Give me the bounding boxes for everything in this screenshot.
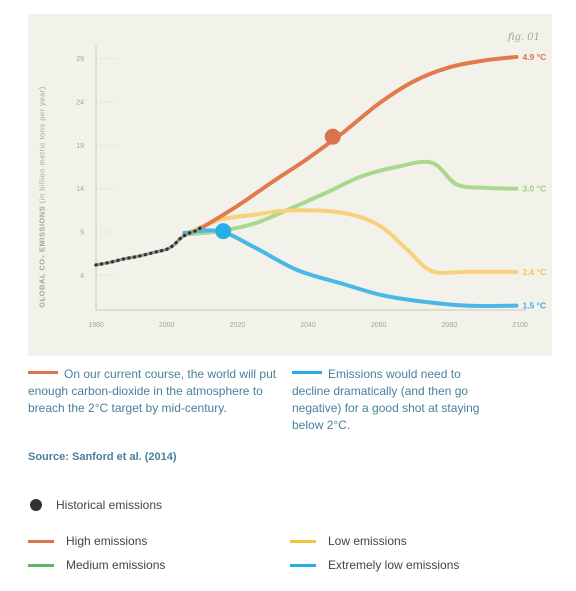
y-tick-label: 29 [76,56,84,63]
y-tick-label: 4 [80,273,84,280]
legend-extremely-low-label: Extremely low emissions [328,558,460,572]
note-extremely-low-swatch [292,371,322,375]
high-series-line [200,54,519,230]
high-emissions-note-text: On our current course, the world will pu… [28,367,277,415]
medium-swatch [28,563,54,567]
emissions-chart: 4 9 14 19 24 29 1980 2000 2020 2040 2060 2080 2100 3.… [76,46,546,329]
legend-historical: Historical emissions [28,498,162,512]
y-tick-label: 14 [76,186,84,193]
x-tick-label: 1980 [88,322,104,329]
high-emissions-note: On our current course, the world will pu… [28,366,290,417]
chart-panel: 4 9 14 19 24 29 1980 2000 2020 2040 2060 2080 2100 3.… [28,14,552,356]
y-axis-label-bold: GLOBAL CO₂ EMISSIONS [37,205,47,308]
legend-extremely-low: Extremely low emissions [290,558,459,572]
y-tick-label: 24 [76,100,84,107]
historical-dot-icon [30,499,42,511]
legend-high: High emissions [28,534,147,548]
extremely-low-marker [215,223,232,240]
legend-medium: Medium emissions [28,558,165,572]
medium-series-line [182,159,519,237]
x-tick-label: 2060 [371,322,387,329]
figure-label: fig. 01 [507,32,540,43]
high-marker [324,128,341,145]
y-tick-label: 19 [76,143,84,150]
x-tick-label: 2040 [300,322,316,329]
medium-end-label: 3.0 °C [522,184,546,194]
extremely-low-note-text: Emissions would need to decline dramatic… [292,367,480,432]
legend-medium-label: Medium emissions [66,558,166,572]
extremely-low-end-label: 1.5 °C [522,301,546,311]
extremely-low-series-line [182,228,519,309]
low-swatch [290,539,316,543]
legend-high-label: High emissions [66,534,148,548]
y-tick-label: 9 [80,230,84,237]
low-end-label: 2.4 °C [522,267,546,277]
x-tick-label: 2000 [159,322,175,329]
x-tick-label: 2100 [512,322,528,329]
high-end-label: 4.9 °C [522,52,546,62]
low-series-line [182,208,519,275]
y-axis-label: GLOBAL CO₂ EMISSIONS (in billion metric … [38,86,47,308]
x-tick-label: 2080 [442,322,458,329]
x-tick-label: 2020 [230,322,246,329]
y-axis-label-wrap: GLOBAL CO₂ EMISSIONS (in billion metric … [34,72,50,322]
source-citation: Source: Sanford et al. (2014) [28,451,177,463]
extremely-low-swatch [290,563,316,567]
high-swatch [28,539,54,543]
historical-series-dots [94,225,204,267]
note-high-swatch [28,371,58,375]
y-axis-label-units: (in billion metric tons per year) [37,86,47,206]
legend-low: Low emissions [290,534,407,548]
legend-low-label: Low emissions [328,534,407,548]
extremely-low-note: Emissions would need to decline dramatic… [292,366,492,434]
legend-historical-label: Historical emissions [56,498,163,512]
